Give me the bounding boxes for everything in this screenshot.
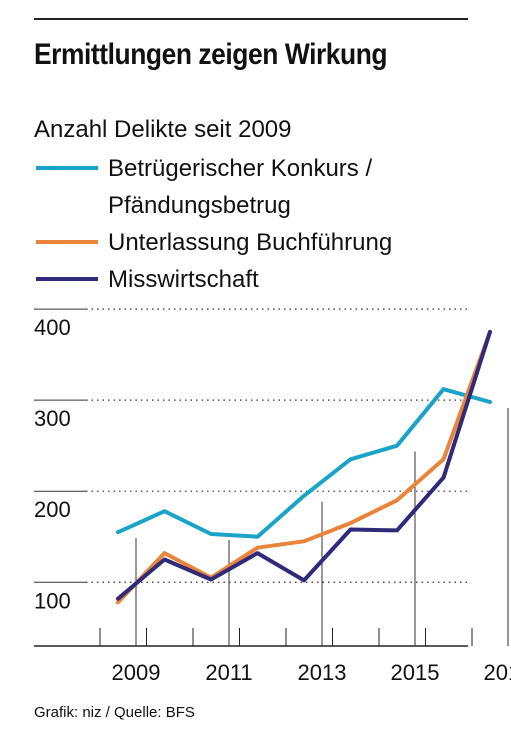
source-note: Grafik: niz / Quelle: BFS	[34, 704, 195, 721]
legend-item-buchfuehrung: Unterlassung Buchführung	[34, 224, 474, 261]
legend-label-misswirtschaft: Misswirtschaft	[108, 266, 259, 293]
y-tick-label: 200	[34, 497, 71, 522]
legend-swatch-misswirtschaft	[36, 277, 98, 281]
x-tick-label: 2011	[205, 660, 252, 685]
series-line-misswirtschaft	[116, 329, 492, 601]
legend-item-konkurs: Betrügerischer Konkurs / Pfändungsbetrug	[34, 150, 474, 224]
legend: Betrügerischer Konkurs / Pfändungsbetrug…	[34, 150, 474, 298]
y-tick-label: 400	[34, 315, 71, 340]
chart-title: Ermittlungen zeigen Wirkung	[34, 38, 388, 71]
x-tick-label: 2017	[484, 660, 511, 685]
legend-swatch-buchfuehrung	[36, 240, 98, 244]
legend-swatch-konkurs	[36, 166, 98, 170]
x-tick-label: 2013	[298, 660, 347, 685]
series-line-buchfuehrung	[116, 329, 492, 605]
line-chart: 100 200 300 400 2009 2011 2013 2015 2017	[34, 308, 511, 685]
legend-item-misswirtschaft: Misswirtschaft	[34, 261, 474, 298]
series-line-konkurs	[116, 387, 492, 539]
legend-label-buchfuehrung: Unterlassung Buchführung	[108, 229, 393, 256]
chart-subtitle: Anzahl Delikte seit 2009	[34, 116, 292, 143]
top-rule	[34, 18, 468, 20]
legend-label-konkurs: Betrügerischer Konkurs / Pfändungsbetrug	[108, 155, 373, 219]
y-tick-label: 300	[34, 406, 71, 431]
x-tick-label: 2009	[112, 660, 161, 685]
x-tick-label: 2015	[391, 660, 440, 685]
y-tick-label: 100	[34, 588, 71, 613]
